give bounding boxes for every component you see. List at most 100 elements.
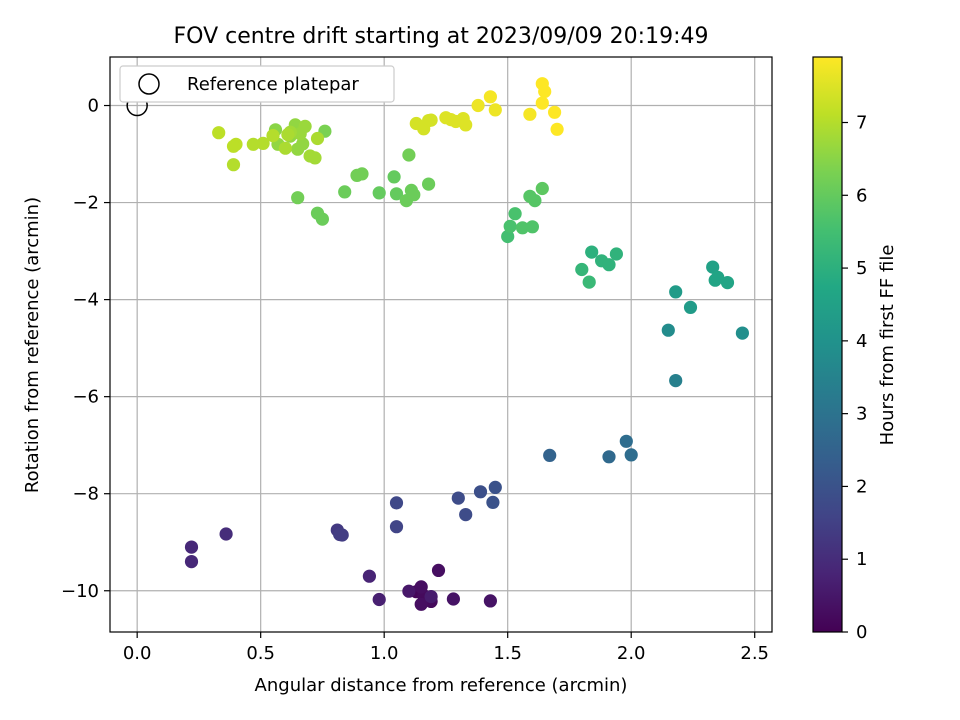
data-point	[355, 167, 369, 181]
x-axis-ticks: 0.0 0.5 1.0 1.5 2.0 2.5	[123, 632, 769, 664]
data-point	[523, 107, 537, 121]
data-point	[387, 170, 401, 184]
data-point	[184, 540, 199, 554]
data-point	[315, 212, 329, 226]
x-axis-label: Angular distance from reference (arcmin)	[255, 675, 628, 696]
data-point	[422, 177, 436, 191]
data-point	[414, 597, 428, 611]
data-point	[338, 185, 352, 199]
data-point	[528, 194, 542, 208]
data-point	[459, 118, 473, 132]
data-point	[508, 207, 522, 221]
data-point	[308, 151, 322, 165]
data-point	[515, 221, 530, 235]
data-point	[431, 563, 446, 578]
data-point	[585, 245, 599, 259]
data-point	[550, 122, 564, 136]
data-point	[669, 285, 683, 299]
data-point	[486, 495, 500, 509]
colorbar-tick-label: 4	[856, 331, 867, 352]
x-tick-label: 2.5	[740, 643, 769, 664]
data-point	[538, 84, 552, 99]
plot-frame	[109, 56, 773, 633]
x-tick-label: 1.5	[493, 643, 522, 664]
data-point	[535, 96, 549, 110]
data-points	[184, 77, 750, 611]
chart-title: FOV centre drift starting at 2023/09/09 …	[174, 24, 709, 49]
legend-box	[119, 65, 395, 103]
colorbar-tick-label: 7	[856, 113, 867, 134]
data-point	[389, 187, 404, 201]
data-point	[219, 527, 233, 541]
data-point	[669, 374, 683, 388]
data-point	[246, 137, 260, 151]
data-point	[451, 491, 465, 505]
data-point	[735, 326, 750, 340]
data-point	[389, 496, 404, 510]
colorbar-tick-label: 5	[856, 258, 867, 279]
data-point	[278, 141, 292, 155]
data-point	[483, 90, 497, 104]
data-point	[543, 448, 557, 462]
y-tick-label: −6	[72, 387, 99, 408]
data-point	[720, 276, 735, 290]
y-axis-label: Rotation from reference (arcmin)	[22, 197, 43, 493]
data-point	[333, 527, 347, 542]
data-point	[619, 434, 633, 448]
data-point	[711, 270, 725, 284]
data-point	[212, 126, 226, 140]
data-point	[372, 186, 386, 200]
data-point	[535, 181, 549, 196]
data-point	[459, 507, 473, 522]
colorbar-tick-label: 3	[856, 404, 867, 425]
colorbar: 0 1 2 3 4 5 6 7 Hours from first FF file	[812, 56, 898, 643]
x-tick-label: 1.0	[370, 643, 399, 664]
legend-marker-reference	[138, 73, 160, 95]
y-tick-label: −8	[72, 484, 99, 505]
y-tick-label: −4	[72, 290, 99, 311]
data-point	[389, 520, 404, 534]
colorbar-tick-label: 0	[856, 622, 867, 643]
data-point	[501, 229, 515, 244]
data-point	[372, 592, 386, 607]
data-point	[402, 148, 416, 162]
grid-lines	[110, 57, 772, 632]
x-tick-label: 0.5	[246, 643, 275, 664]
data-point	[226, 158, 241, 172]
x-tick-label: 2.0	[617, 643, 646, 664]
y-axis-ticks: 0 −2 −4 −6 −8 −10	[61, 96, 110, 602]
colorbar-ticks: 0 1 2 3 4 5 6 7	[842, 113, 867, 643]
data-point	[446, 592, 460, 606]
data-point	[424, 590, 438, 604]
data-point	[661, 323, 675, 337]
y-tick-label: −10	[61, 581, 99, 602]
x-tick-label: 0.0	[123, 643, 152, 664]
data-point	[624, 448, 638, 462]
colorbar-tick-label: 2	[856, 476, 867, 497]
colorbar-label: Hours from first FF file	[877, 245, 898, 446]
data-point	[582, 275, 596, 289]
data-point	[310, 131, 325, 146]
data-point	[488, 103, 502, 117]
data-point	[407, 188, 421, 202]
data-point	[414, 580, 428, 594]
data-point	[402, 584, 416, 598]
data-point	[266, 129, 280, 143]
data-point	[575, 262, 589, 277]
data-point	[296, 137, 310, 151]
data-point	[226, 139, 241, 153]
data-point	[184, 555, 199, 569]
data-point	[548, 105, 562, 119]
data-point	[281, 128, 295, 142]
data-point	[525, 220, 540, 234]
data-point	[602, 258, 616, 272]
data-point	[602, 450, 616, 464]
data-point	[483, 594, 497, 608]
data-point	[503, 219, 517, 233]
y-tick-label: −2	[72, 193, 99, 214]
colorbar-tick-label: 1	[856, 549, 867, 570]
y-tick-label: 0	[88, 96, 99, 117]
data-point	[471, 98, 485, 113]
colorbar-gradient	[812, 56, 843, 633]
